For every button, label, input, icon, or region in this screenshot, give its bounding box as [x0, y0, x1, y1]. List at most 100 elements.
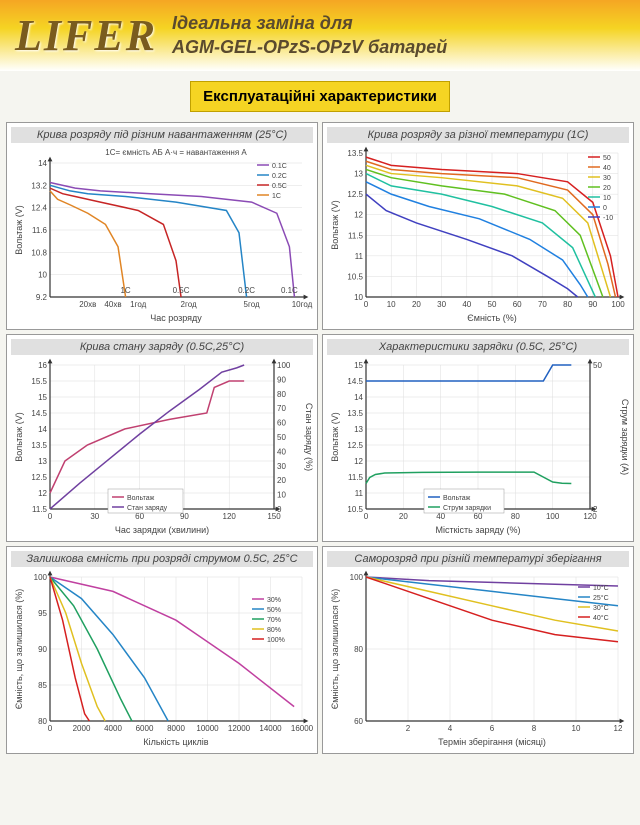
svg-text:12: 12 [614, 724, 623, 733]
svg-text:10: 10 [277, 491, 286, 500]
svg-text:50: 50 [277, 433, 286, 442]
svg-text:90: 90 [588, 300, 597, 309]
svg-text:0: 0 [48, 724, 53, 733]
svg-text:12.5: 12.5 [347, 441, 363, 450]
svg-text:100%: 100% [267, 637, 285, 644]
svg-text:5год: 5год [244, 300, 260, 309]
svg-text:40: 40 [277, 447, 286, 456]
svg-text:14: 14 [38, 159, 47, 168]
svg-text:80: 80 [563, 300, 572, 309]
svg-text:13.5: 13.5 [347, 409, 363, 418]
svg-text:Час зарядки (хвилини): Час зарядки (хвилини) [115, 525, 209, 535]
svg-text:1год: 1год [130, 300, 146, 309]
svg-text:80%: 80% [267, 627, 281, 634]
chart2-title: Крива розряду за різної температури (1С) [327, 127, 629, 143]
svg-text:100: 100 [611, 300, 625, 309]
svg-text:15.5: 15.5 [31, 377, 47, 386]
svg-text:12.4: 12.4 [31, 204, 47, 213]
svg-text:30: 30 [437, 300, 446, 309]
svg-text:0.2С: 0.2С [272, 173, 287, 180]
svg-text:90: 90 [180, 512, 189, 521]
svg-text:0.5С: 0.5С [272, 183, 287, 190]
svg-text:4000: 4000 [104, 724, 122, 733]
logo: LIFER [15, 10, 157, 61]
svg-text:10: 10 [387, 300, 396, 309]
svg-text:2000: 2000 [73, 724, 91, 733]
tagline-line2: AGM-GEL-OPzS-OPzV батарей [172, 36, 447, 59]
svg-text:1С: 1С [120, 286, 130, 295]
svg-text:10: 10 [354, 293, 363, 302]
chart5-svg: 8085909510002000400060008000100001200014… [11, 569, 313, 749]
svg-text:12: 12 [354, 211, 363, 220]
section-title: Експлуатаційні характеристики [190, 81, 450, 112]
section-title-wrap: Експлуатаційні характеристики [0, 71, 640, 122]
svg-text:4: 4 [448, 724, 453, 733]
svg-text:Ємність, що залишилася (%): Ємність, що залишилася (%) [330, 589, 340, 710]
svg-text:30°C: 30°C [593, 604, 609, 612]
svg-text:16000: 16000 [291, 724, 313, 733]
svg-text:Ємність, що залишилася (%): Ємність, що залишилася (%) [14, 589, 24, 710]
svg-text:Місткість заряду (%): Місткість заряду (%) [435, 525, 520, 535]
svg-text:Вольтаж (V): Вольтаж (V) [330, 200, 340, 250]
svg-text:0: 0 [603, 205, 607, 212]
svg-text:10°C: 10°C [593, 584, 609, 592]
svg-text:14.5: 14.5 [347, 377, 363, 386]
svg-text:14000: 14000 [259, 724, 282, 733]
svg-text:12: 12 [38, 489, 47, 498]
svg-text:10год: 10год [292, 300, 313, 309]
svg-text:100: 100 [350, 573, 364, 582]
svg-text:20: 20 [603, 185, 611, 192]
svg-text:0: 0 [364, 300, 369, 309]
svg-text:60: 60 [354, 717, 363, 726]
svg-text:14: 14 [354, 393, 363, 402]
svg-text:1С: 1С [272, 193, 281, 200]
svg-text:20хв: 20хв [79, 300, 96, 309]
svg-text:60: 60 [474, 512, 483, 521]
svg-text:40: 40 [603, 165, 611, 172]
svg-text:13: 13 [354, 425, 363, 434]
svg-text:8: 8 [532, 724, 537, 733]
svg-text:60: 60 [513, 300, 522, 309]
svg-text:-10: -10 [603, 215, 613, 222]
svg-text:2: 2 [406, 724, 411, 733]
svg-text:10: 10 [572, 724, 581, 733]
svg-text:0.2С: 0.2С [238, 286, 255, 295]
chart-discharge-load: Крива розряду під різним навантаженням (… [6, 122, 318, 330]
svg-text:11.6: 11.6 [32, 226, 48, 235]
svg-text:13: 13 [354, 170, 363, 179]
svg-text:20: 20 [399, 512, 408, 521]
svg-text:16: 16 [38, 361, 47, 370]
svg-text:80: 80 [38, 717, 47, 726]
svg-text:95: 95 [38, 609, 47, 618]
svg-text:40°C: 40°C [593, 614, 609, 622]
svg-text:Струм зарядки (А): Струм зарядки (А) [620, 399, 629, 475]
svg-text:Вольтаж: Вольтаж [127, 495, 155, 502]
svg-text:9.2: 9.2 [36, 293, 48, 302]
svg-text:11: 11 [355, 252, 364, 261]
svg-text:30: 30 [603, 175, 611, 182]
svg-text:0.5С: 0.5С [173, 286, 190, 295]
svg-text:50: 50 [603, 155, 611, 162]
svg-text:0: 0 [364, 512, 369, 521]
svg-text:50%: 50% [267, 607, 281, 614]
svg-text:10: 10 [38, 271, 47, 280]
svg-text:40: 40 [462, 300, 471, 309]
svg-text:11.5: 11.5 [348, 473, 364, 482]
svg-text:Стан заряду (%): Стан заряду (%) [304, 403, 313, 471]
svg-text:Термін зберігання (місяці): Термін зберігання (місяці) [438, 737, 546, 747]
svg-text:Стан заряду: Стан заряду [127, 505, 168, 512]
chart4-title: Характеристики зарядки (0.5С, 25°С) [327, 339, 629, 355]
svg-text:11.5: 11.5 [32, 505, 48, 514]
svg-text:14: 14 [38, 425, 47, 434]
svg-text:100: 100 [277, 361, 291, 370]
chart1-svg: 9.21010.811.612.413.21420хв40хв1год2год5… [11, 145, 313, 325]
svg-text:13.5: 13.5 [347, 149, 363, 158]
svg-text:90: 90 [38, 645, 47, 654]
chart-grid: Крива розряду під різним навантаженням (… [0, 122, 640, 760]
svg-text:70: 70 [277, 404, 286, 413]
chart2-svg: 1010.51111.51212.51313.50102030405060708… [327, 145, 629, 325]
svg-text:10: 10 [603, 195, 611, 202]
tagline: Ідеальна заміна для AGM-GEL-OPzS-OPzV ба… [172, 12, 447, 59]
svg-text:60: 60 [135, 512, 144, 521]
svg-text:8000: 8000 [167, 724, 185, 733]
